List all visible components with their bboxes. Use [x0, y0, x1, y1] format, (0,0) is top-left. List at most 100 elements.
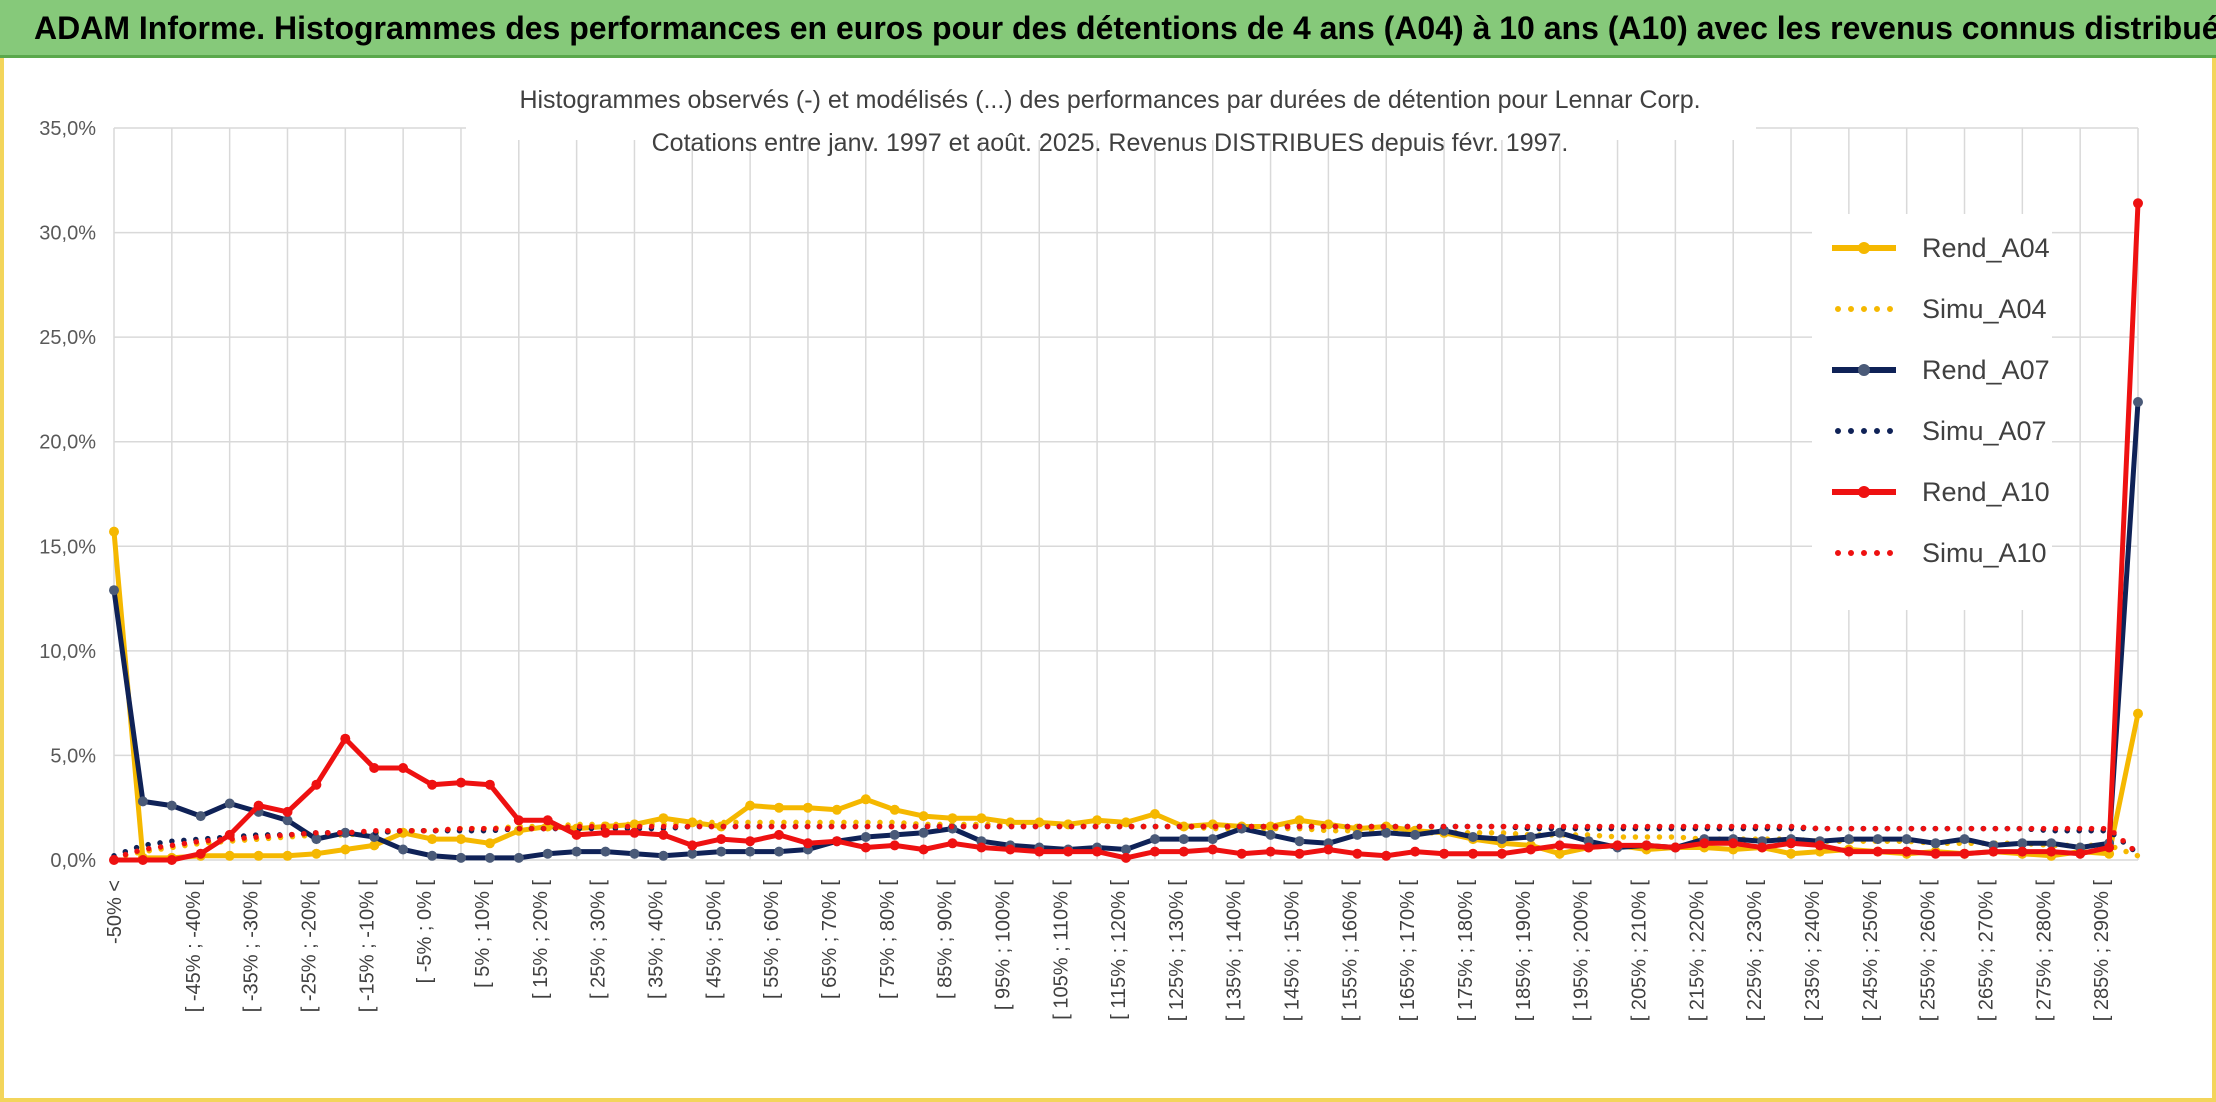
data-point-rend-a10 [1988, 846, 1999, 857]
series-line-simu-a07 [111, 823, 2141, 859]
data-point-rend-a10 [1468, 848, 1478, 859]
data-point-rend-a10 [456, 777, 466, 788]
data-point-rend-a10 [398, 763, 409, 773]
data-point-rend-a07 [1496, 834, 1507, 845]
data-point-rend-a10 [831, 836, 842, 847]
data-point-rend-a04 [311, 848, 322, 859]
data-point-rend-a04 [1092, 815, 1103, 826]
data-point-rend-a07 [398, 844, 409, 855]
x-tick-label: [ 235% ; 240% [ [1802, 880, 1824, 1022]
y-tick-label: 25,0% [39, 327, 96, 349]
data-point-rend-a07 [571, 846, 582, 857]
data-point-rend-a07 [282, 815, 293, 826]
x-tick-label: [ 275% ; 280% [ [2033, 880, 2055, 1022]
x-tick-label: [ 65% ; 70% [ [819, 880, 841, 999]
data-point-rend-a07 [1843, 834, 1854, 845]
data-point-rend-a07 [311, 834, 322, 845]
data-point-rend-a07 [137, 796, 148, 807]
data-point-rend-a10 [571, 829, 582, 840]
x-tick-label: [ 195% ; 200% [ [1571, 880, 1593, 1022]
y-tick-label: 0,0% [50, 850, 96, 872]
legend-marker-rend-a04 [1858, 242, 1870, 254]
data-point-rend-a07 [745, 846, 756, 857]
data-point-rend-a10 [137, 855, 148, 865]
data-point-rend-a07 [1381, 827, 1392, 838]
data-point-rend-a10 [1410, 846, 1421, 857]
y-tick-label: 15,0% [39, 536, 96, 558]
data-point-rend-a04 [282, 850, 293, 861]
data-point-rend-a07 [1121, 844, 1131, 855]
data-point-rend-a04 [456, 834, 466, 845]
data-point-rend-a10 [1092, 846, 1103, 857]
data-point-rend-a10 [1439, 848, 1450, 859]
legend-label-simu-a10: Simu_A10 [1922, 538, 2047, 568]
data-point-rend-a07 [484, 852, 495, 863]
data-point-rend-a10 [1121, 852, 1131, 863]
x-tick-label: [ 95% ; 100% [ [992, 880, 1014, 1011]
legend-label-rend-a10: Rend_A10 [1922, 477, 2050, 507]
x-tick-label: [ 125% ; 130% [ [1166, 880, 1188, 1022]
x-tick-label: [ -35% ; -30% [ [241, 880, 263, 1013]
legend-marker-rend-a07 [1858, 364, 1870, 376]
chart-frame: 0,0% 5,0% 10,0% 15,0% 20,0% 25,0% 30,0% 35,0% -5… [0, 58, 2216, 1102]
data-point-rend-a10 [802, 838, 813, 849]
histogram-chart: 0,0% 5,0% 10,0% 15,0% 20,0% 25,0% 30,0% 35,0% -5… [39, 60, 2143, 1022]
data-point-rend-a10 [1843, 846, 1854, 857]
x-tick-label: [ 155% ; 160% [ [1339, 880, 1361, 1022]
data-point-rend-a10 [889, 840, 900, 851]
data-point-rend-a10 [918, 844, 929, 855]
x-tick-label: [ 85% ; 90% [ [935, 880, 957, 999]
data-point-rend-a10 [1352, 848, 1363, 859]
x-tick-label: [ 215% ; 220% [ [1686, 880, 1708, 1022]
data-point-rend-a07 [2046, 838, 2057, 849]
data-point-rend-a04 [947, 813, 958, 824]
x-tick-label: [ 5% ; 10% [ [472, 880, 494, 988]
data-point-rend-a07 [456, 852, 466, 863]
data-point-rend-a07 [1352, 829, 1363, 840]
data-point-rend-a10 [947, 838, 958, 849]
y-tick-label: 30,0% [39, 223, 96, 245]
x-tick-label: [ 225% ; 230% [ [1744, 880, 1766, 1022]
x-tick-label: [ 185% ; 190% [ [1513, 880, 1535, 1022]
data-point-rend-a07 [716, 846, 727, 857]
chart-subtitle: Cotations entre janv. 1997 et août. 2025… [652, 129, 1569, 157]
y-tick-label: 5,0% [50, 745, 96, 767]
data-point-rend-a04 [427, 834, 438, 845]
data-point-rend-a10 [1786, 838, 1796, 849]
data-point-rend-a07 [513, 852, 524, 863]
data-point-rend-a10 [1699, 838, 1710, 849]
data-point-rend-a10 [1236, 848, 1247, 859]
data-point-rend-a10 [1525, 844, 1536, 855]
data-point-rend-a04 [1149, 809, 1160, 819]
data-point-rend-a10 [1728, 838, 1739, 849]
data-point-rend-a07 [629, 848, 640, 859]
data-point-rend-a10 [2075, 848, 2086, 859]
legend-marker-rend-a10 [1858, 486, 1870, 498]
y-tick-label: 35,0% [39, 118, 96, 140]
data-point-rend-a10 [1207, 844, 1218, 855]
data-point-rend-a10 [1641, 840, 1652, 851]
x-tick-label: [ 75% ; 80% [ [877, 880, 899, 999]
data-point-rend-a10 [1005, 844, 1016, 855]
x-tick-label: -50% < [104, 880, 126, 944]
data-point-rend-a07 [2133, 397, 2143, 407]
data-point-rend-a07 [2017, 838, 2028, 849]
data-point-rend-a07 [195, 811, 206, 822]
data-point-rend-a04 [1786, 848, 1796, 859]
data-point-rend-a04 [1294, 815, 1305, 826]
data-point-rend-a07 [340, 827, 351, 838]
data-point-rend-a10 [860, 842, 871, 853]
data-point-rend-a10 [513, 815, 524, 826]
data-point-rend-a07 [166, 800, 177, 811]
data-point-rend-a07 [658, 850, 669, 861]
data-point-rend-a10 [427, 779, 438, 790]
data-point-rend-a10 [1323, 844, 1334, 855]
data-point-rend-a10 [1265, 846, 1276, 857]
data-point-rend-a10 [253, 800, 264, 811]
y-tick-label: 20,0% [39, 432, 96, 454]
legend-label-simu-a04: Simu_A04 [1922, 294, 2047, 324]
data-point-rend-a04 [340, 844, 351, 855]
data-point-rend-a04 [253, 850, 264, 861]
legend-label-rend-a07: Rend_A07 [1922, 355, 2050, 385]
data-point-rend-a10 [2046, 846, 2057, 857]
